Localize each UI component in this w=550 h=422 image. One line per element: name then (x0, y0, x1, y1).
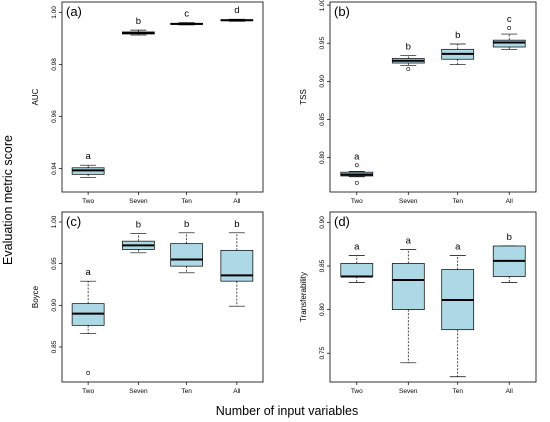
box-iqr (220, 249, 254, 282)
global-x-axis-title: Number of input variables (216, 404, 358, 418)
box-iqr (391, 263, 425, 310)
x-tick-label: Two (82, 388, 94, 395)
plot-frame (329, 1, 537, 193)
y-tick-label: 0.95 (319, 36, 326, 49)
plot-frame (329, 211, 537, 383)
y-tick-label: 1.00 (51, 215, 58, 228)
significance-letter: a (354, 151, 360, 162)
box-iqr (492, 39, 526, 48)
significance-letter: a (354, 242, 360, 253)
outlier-point (507, 26, 512, 30)
significance-letter: b (136, 220, 141, 231)
significance-letter: b (455, 30, 460, 41)
x-tick-label: Seven (399, 388, 418, 395)
y-tick-label: 0.80 (319, 151, 326, 164)
significance-letter: b (406, 41, 411, 52)
y-tick-label: 0.95 (51, 257, 58, 270)
x-tick-label: Two (351, 198, 363, 205)
x-tick-label: Ten (181, 388, 192, 395)
outlier-point (354, 180, 359, 185)
panel-d-transferability: (d) 0.75 0.80 0.85 0.90 Transferability Two a Se… (299, 211, 537, 395)
y-tick-label: 0.90 (319, 75, 326, 88)
box-iqr (340, 263, 374, 277)
x-tick-label: Ten (452, 198, 463, 205)
y-tick-label: 1.00 (51, 6, 58, 19)
panel-label: (a) (66, 4, 82, 19)
significance-letter: a (455, 242, 461, 253)
outlier-point (86, 370, 91, 375)
significance-letter: c (184, 9, 189, 20)
x-tick-label: Ten (452, 388, 463, 395)
y-tick-label: 0.90 (319, 216, 326, 229)
significance-letter: b (234, 219, 239, 230)
significance-letter: a (85, 151, 91, 162)
x-tick-label: Ten (181, 198, 192, 205)
panel-a-auc: (a) 0.94 0.96 0.98 1.00 AUC Two a Seven b Ten c All d (31, 1, 264, 205)
x-tick-label: Two (351, 388, 363, 395)
y-tick-label: 0.85 (51, 340, 58, 353)
significance-letter: d (234, 5, 239, 16)
y-tick-label: 0.96 (51, 110, 58, 123)
x-tick-label: Seven (129, 198, 148, 205)
global-y-axis-title: Evaluation metric score (1, 135, 15, 265)
y-axis-title: TSS (299, 89, 308, 105)
y-tick-label: 1.00 (319, 0, 326, 11)
y-axis-title: Transferability (299, 272, 308, 322)
significance-letter: a (406, 235, 412, 246)
y-tick-label: 0.90 (51, 299, 58, 312)
y-tick-label: 0.85 (319, 113, 326, 126)
y-tick-label: 0.80 (319, 303, 326, 316)
y-tick-label: 0.98 (51, 58, 58, 71)
plot-frame (61, 211, 264, 383)
panel-c-boyce: (c) 0.85 0.90 0.95 1.00 Boyce Two a Seven b Ten b Al… (31, 211, 264, 395)
x-tick-label: Two (82, 198, 94, 205)
x-tick-label: All (506, 198, 514, 205)
y-tick-label: 0.94 (51, 162, 58, 175)
outlier-point (354, 163, 359, 168)
panel-label: (b) (334, 4, 350, 19)
panel-label: (d) (334, 214, 350, 229)
x-tick-label: All (233, 388, 241, 395)
plot-frame (61, 1, 264, 193)
panel-b-tss: (b) 0.80 0.85 0.90 0.95 1.00 TSS Two a Seven b Ten b… (299, 0, 537, 205)
significance-letter: b (507, 232, 512, 243)
outlier-point (406, 67, 411, 72)
box-iqr (170, 243, 203, 267)
y-tick-label: 0.75 (319, 347, 326, 360)
x-tick-label: Seven (399, 198, 418, 205)
significance-letter: b (184, 219, 189, 230)
panel-label: (c) (66, 214, 81, 229)
y-axis-title: Boyce (31, 285, 40, 308)
significance-letter: b (136, 16, 141, 27)
x-tick-label: Seven (129, 388, 148, 395)
significance-letter: a (85, 267, 91, 278)
x-tick-label: All (506, 388, 514, 395)
x-tick-label: All (233, 198, 241, 205)
y-tick-label: 0.85 (319, 259, 326, 272)
y-axis-title: AUC (31, 88, 40, 105)
significance-letter: c (507, 14, 512, 25)
